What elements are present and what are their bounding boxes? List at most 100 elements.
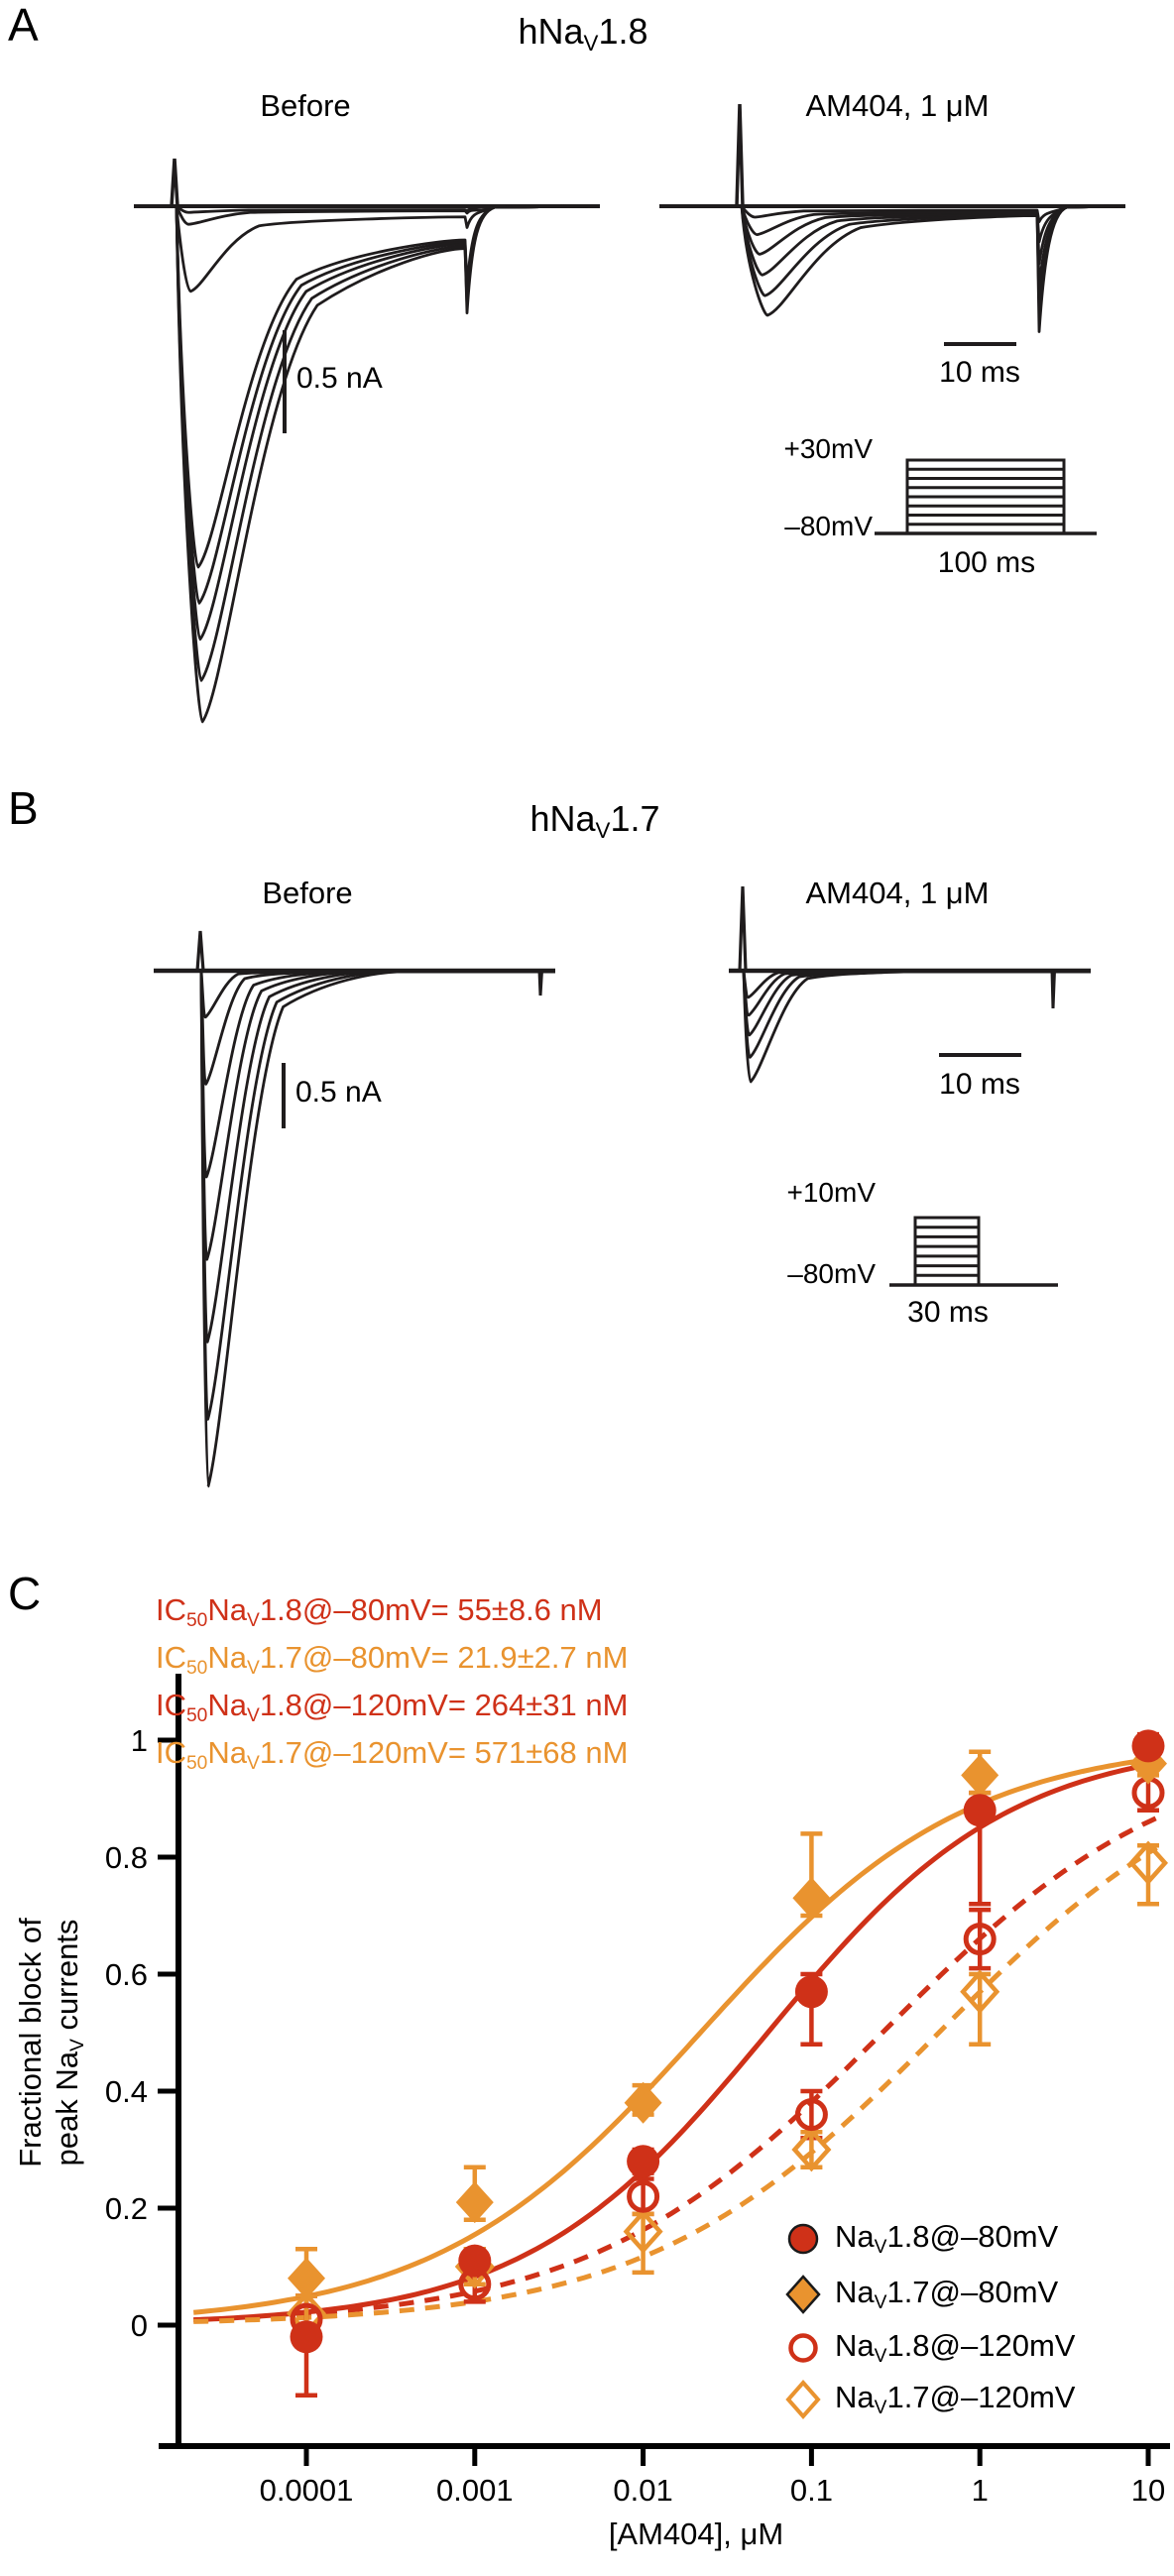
panel-b-before-label: Before: [262, 876, 353, 910]
subscript-text: V: [247, 1752, 260, 1774]
y-tick-label: 0: [131, 2308, 148, 2343]
text-segment: Na: [835, 2219, 875, 2254]
panel-a-vstep-label: +30mV: [783, 433, 874, 464]
y-tick-label: 0.4: [105, 2074, 148, 2109]
text-segment: peak Na: [50, 2050, 84, 2166]
fit-curve-NaV1.8@-80mV: [193, 1760, 1157, 2323]
text-segment: 1.7@–80mV= 21.9±2.7 nM: [259, 1640, 629, 1675]
panel-a-vhold-label: –80mV: [784, 511, 873, 541]
subscript-text: V: [247, 1704, 260, 1726]
panel-a-after-traces: [659, 103, 1126, 333]
legend-label-NaV1.7@-120mV: NaV1.7@–120mV: [835, 2380, 1076, 2417]
panel-b-after-traces: [729, 885, 1091, 1084]
panel-a-before-label: Before: [260, 88, 351, 123]
x-tick-label: 0.0001: [260, 2473, 354, 2508]
panel-b-title: hNaV1.7: [421, 798, 768, 842]
text-segment: IC: [156, 1735, 186, 1770]
x-tick-label: 1: [972, 2473, 989, 2508]
ic50-line-2: IC50NaV1.7@–80mV= 21.9±2.7 nM: [156, 1634, 628, 1682]
text-segment: 1.8@–120mV= 264±31 nM: [259, 1688, 629, 1722]
text-segment: Na: [835, 2380, 875, 2414]
text-segment: IC: [156, 1688, 186, 1722]
y-axis-label-line2: peak NaV currents: [49, 1815, 88, 2271]
x-tick-label: 0.1: [790, 2473, 833, 2508]
panel-a-am404-label: AM404, 1 μM: [805, 88, 990, 123]
text-segment: 1.8@–120mV: [886, 2328, 1076, 2363]
text-segment: Na: [207, 1640, 248, 1675]
legend-label-NaV1.7@-80mV: NaV1.7@–80mV: [835, 2275, 1059, 2312]
y-tick-label: 0.8: [105, 1840, 148, 1875]
panel-b-vstep-label: +10mV: [786, 1177, 877, 1208]
panel-b-current-scalebar-label: 0.5 nA: [295, 1076, 382, 1109]
text-segment: 1.8@–80mV= 55±8.6 nM: [259, 1592, 603, 1627]
panel-a-protocol: [875, 458, 1097, 535]
subscript-text: V: [247, 1657, 260, 1679]
text-segment: IC: [156, 1592, 186, 1627]
x-tick-label: 0.01: [613, 2473, 672, 2508]
subscript-text: V: [874, 2291, 887, 2313]
panel-b-letter: B: [8, 782, 39, 834]
text-segment: Na: [207, 1688, 248, 1722]
subscript-text: V: [874, 2397, 887, 2418]
panel-b-vhold-label: –80mV: [787, 1258, 876, 1289]
subscript-text: V: [874, 2345, 887, 2367]
text-segment: 1.7@–120mV: [886, 2380, 1076, 2414]
text-segment: Na: [207, 1735, 248, 1770]
fit-curve-NaV1.8@-120mV: [193, 1815, 1158, 2323]
fit-curve-NaV1.7@-80mV: [192, 1756, 1157, 2315]
scale-bars: [282, 330, 1021, 1128]
legend-markers: [785, 2223, 821, 2420]
text-segment: Na: [207, 1592, 248, 1627]
y-tick-label: 0.2: [105, 2191, 148, 2226]
legend-label-NaV1.8@-120mV: NaV1.8@–120mV: [835, 2328, 1076, 2366]
data-points-NaV1.8@-80mV: [290, 1729, 1165, 2354]
text-segment: 1.7: [610, 798, 660, 839]
panel-a-before-traces: [134, 158, 601, 724]
y-axis-label: Fractional block of peak NaV currents: [12, 1815, 91, 2271]
ic50-line-3: IC50NaV1.8@–120mV= 264±31 nM: [156, 1682, 628, 1729]
text-segment: Na: [835, 2275, 875, 2309]
subscript-text: 50: [186, 1752, 208, 1774]
x-axis-label: [AM404], μM: [608, 2517, 784, 2551]
text-segment: 1.7@–120mV= 571±68 nM: [259, 1735, 629, 1770]
subscript-text: 50: [186, 1609, 208, 1631]
ic50-line-1: IC50NaV1.8@–80mV= 55±8.6 nM: [156, 1586, 628, 1634]
subscript-text: V: [595, 817, 611, 843]
subscript-text: 50: [186, 1704, 208, 1726]
panel-b-time-scalebar-label: 10 ms: [939, 1068, 1020, 1101]
x-tick-label: 10: [1131, 2473, 1165, 2508]
fit-curve-NaV1.7@-120mV: [193, 1845, 1158, 2324]
y-tick-label: 1: [131, 1723, 148, 1758]
chart-axes: 0 0.2 0.4 0.6 0.8 1 0.0001 0.001 0.01 0.1 1 10: [105, 1674, 1170, 2508]
panel-b-before-traces: [154, 930, 555, 1488]
subscript-text: V: [247, 1609, 260, 1631]
ic50-line-4: IC50NaV1.7@–120mV= 571±68 nM: [156, 1729, 628, 1777]
ic50-annotations: IC50NaV1.8@–80mV= 55±8.6 nM IC50NaV1.7@–8…: [156, 1586, 628, 1777]
legend-label-NaV1.8@-80mV: NaV1.8@–80mV: [835, 2219, 1059, 2257]
text-segment: 1.8: [598, 11, 648, 52]
text-segment: IC: [156, 1640, 186, 1675]
panel-a-letter: A: [8, 0, 39, 51]
panel-a-current-scalebar-label: 0.5 nA: [296, 362, 383, 395]
text-segment: Na: [835, 2328, 875, 2363]
text-segment: currents: [50, 1919, 84, 2040]
dose-response-curves: [192, 1756, 1158, 2324]
text-segment: hNa: [518, 11, 584, 52]
panel-b-duration-label: 30 ms: [907, 1296, 989, 1329]
data-points-NaV1.8@-120mV: [290, 1776, 1165, 2336]
panel-b-am404-label: AM404, 1 μM: [805, 876, 990, 910]
panel-a-duration-label: 100 ms: [937, 546, 1036, 579]
panel-b-protocol: [889, 1216, 1058, 1287]
subscript-text: 50: [186, 1657, 208, 1679]
text-segment: Fractional block of: [13, 1918, 48, 2167]
panel-c-letter: C: [8, 1568, 42, 1619]
panel-a-time-scalebar-label: 10 ms: [939, 356, 1020, 389]
text-segment: 1.8@–80mV: [886, 2219, 1059, 2254]
y-tick-label: 0.6: [105, 1957, 148, 1992]
text-segment: 1.7@–80mV: [886, 2275, 1059, 2309]
subscript-text: V: [583, 30, 599, 56]
text-segment: hNa: [529, 798, 596, 839]
subscript-text: V: [66, 2039, 88, 2051]
